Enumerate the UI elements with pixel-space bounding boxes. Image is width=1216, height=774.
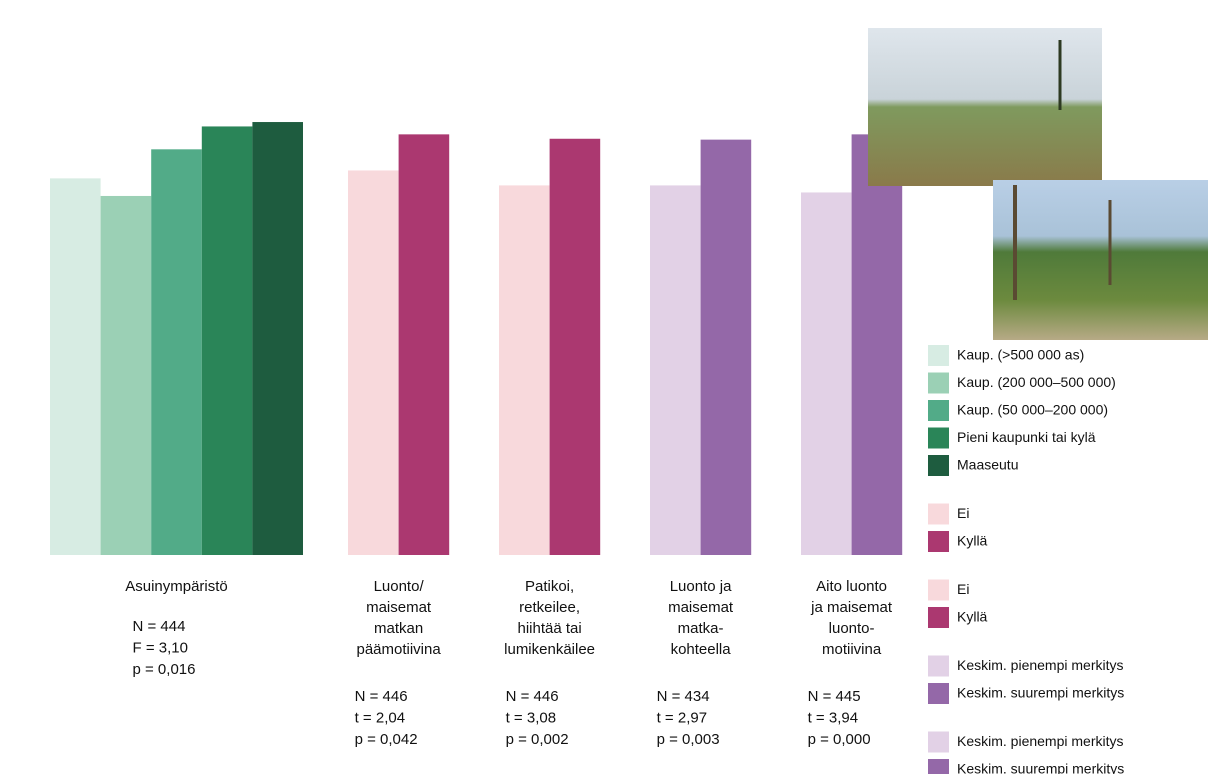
- legend-label: Kyllä: [957, 609, 988, 625]
- legend-label: Kaup. (>500 000 as): [957, 347, 1084, 363]
- stat-label: N = 444: [133, 618, 186, 635]
- category-label: päämotiivina: [356, 641, 441, 658]
- legend-label: Pieni kaupunki tai kylä: [957, 429, 1096, 445]
- stat-label: p = 0,042: [355, 731, 418, 748]
- stat-label: F = 3,10: [133, 639, 188, 656]
- legend-swatch: [928, 503, 949, 525]
- category-label: Luonto ja: [670, 578, 732, 595]
- bar: [851, 134, 903, 556]
- legend-label: Ei: [957, 505, 969, 521]
- legend-label: Keskim. suurempi merkitys: [957, 761, 1124, 774]
- category-label: ja maisemat: [810, 599, 893, 616]
- legend-label: Keskim. suurempi merkitys: [957, 685, 1124, 701]
- bar: [499, 185, 550, 555]
- category-label: maisemat: [366, 599, 432, 616]
- stat-label: t = 3,94: [808, 709, 858, 726]
- legend-swatch: [928, 400, 949, 421]
- category-label: Luonto/: [374, 578, 425, 595]
- landscape-photo: [868, 28, 1102, 186]
- category-label: Aito luonto: [816, 578, 887, 595]
- stat-label: N = 434: [657, 688, 710, 705]
- legend-label: Kyllä: [957, 533, 988, 549]
- forest-photo: [993, 180, 1208, 340]
- bar: [151, 149, 202, 555]
- bar: [100, 195, 152, 555]
- legend-label: Kaup. (200 000–500 000): [957, 374, 1116, 390]
- legend-swatch: [928, 683, 949, 704]
- stat-label: p = 0,003: [657, 731, 720, 748]
- bar: [700, 139, 752, 555]
- legend-label: Kaup. (50 000–200 000): [957, 402, 1108, 418]
- bar: [801, 192, 852, 555]
- legend-label: Keskim. pienempi merkitys: [957, 733, 1124, 749]
- stat-label: t = 2,04: [355, 709, 405, 726]
- stat-label: N = 446: [506, 688, 559, 705]
- stat-label: N = 446: [355, 688, 408, 705]
- legend-swatch: [928, 345, 949, 366]
- category-label: retkeilee,: [519, 599, 580, 616]
- legend-swatch: [928, 372, 949, 394]
- category-label: Patikoi,: [525, 578, 574, 595]
- bar: [398, 134, 450, 556]
- legend-swatch: [928, 427, 949, 449]
- category-label: maisemat: [668, 599, 734, 616]
- legend-swatch: [928, 607, 949, 628]
- legend-label: Ei: [957, 581, 969, 597]
- legend-swatch: [928, 759, 949, 774]
- legend-label: Maaseutu: [957, 457, 1018, 473]
- legend-swatch: [928, 579, 949, 601]
- legend-swatch: [928, 455, 949, 476]
- bar: [549, 138, 601, 555]
- category-label: Asuinympäristö: [125, 578, 228, 595]
- category-label: matka-: [678, 620, 724, 637]
- category-label: matkan: [374, 620, 423, 637]
- stat-label: t = 2,97: [657, 709, 707, 726]
- legend-swatch: [928, 731, 949, 753]
- category-label: lumikenkäilee: [504, 641, 595, 658]
- category-label: hiihtää tai: [517, 620, 581, 637]
- category-label: kohteella: [671, 641, 732, 658]
- bar: [201, 126, 253, 555]
- stat-label: t = 3,08: [506, 709, 556, 726]
- legend-swatch: [928, 655, 949, 677]
- stat-label: p = 0,016: [133, 661, 196, 678]
- stat-label: p = 0,000: [808, 731, 871, 748]
- legend-label: Keskim. pienempi merkitys: [957, 657, 1124, 673]
- bar: [650, 185, 701, 555]
- bar: [252, 122, 303, 555]
- stat-label: N = 445: [808, 688, 861, 705]
- legend-swatch: [928, 531, 949, 552]
- bar: [348, 170, 399, 555]
- bar: [50, 178, 101, 556]
- category-label: motiivina: [822, 641, 882, 658]
- category-label: luonto-: [829, 620, 875, 637]
- stat-label: p = 0,002: [506, 731, 569, 748]
